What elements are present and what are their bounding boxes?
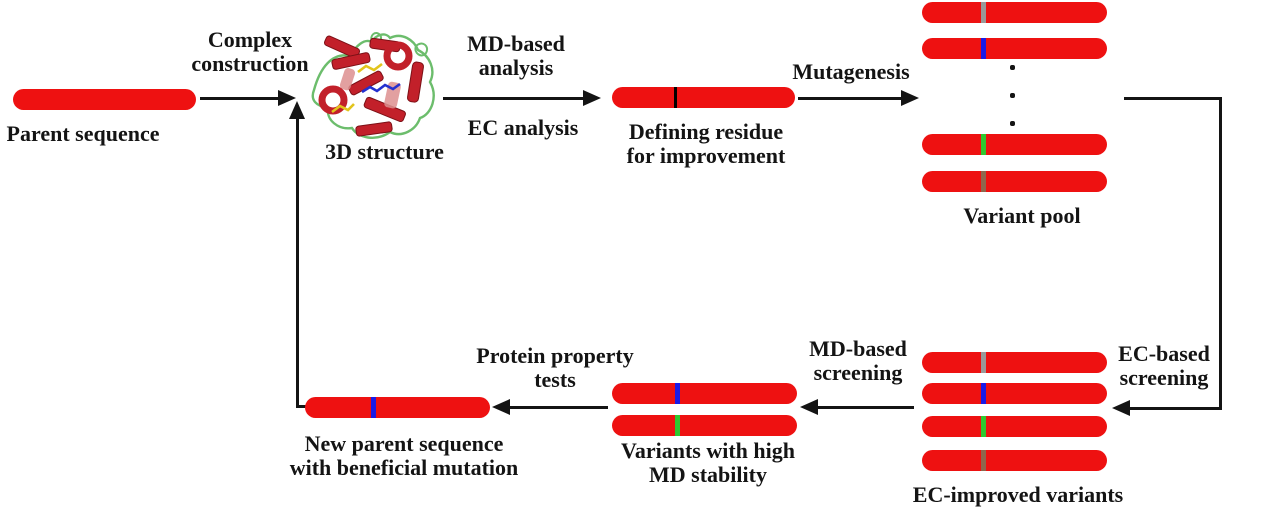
md-screening-line2: screening: [813, 360, 903, 385]
complex-construction-line2: construction: [191, 51, 309, 76]
ec-screening-line1: EC-based: [1118, 341, 1210, 366]
protein-3d-structure-image: [311, 32, 435, 139]
arrow-md-screening-line: [818, 406, 914, 409]
md-analysis-line2: analysis: [478, 55, 554, 80]
protein-helix: [407, 61, 424, 103]
mutation-stripe-green: [675, 415, 680, 436]
mutation-stripe-gray: [981, 352, 986, 373]
protein-disulfide-stick: [331, 103, 355, 114]
parent-sequence-bar: [13, 89, 196, 110]
md-stable-line1: Variants with high: [620, 438, 795, 463]
feedback-arrow-head: [289, 101, 305, 119]
loop-line-right: [1219, 97, 1222, 410]
arrow-mutagenesis-head: [901, 90, 919, 106]
arrow-mutagenesis-line: [798, 97, 901, 100]
arrow-property-tests-head: [492, 399, 510, 415]
parent-sequence-label: Parent sequence: [6, 121, 160, 146]
variant-pool-bar-4: [922, 171, 1107, 192]
feedback-arrow-elbow: [296, 405, 308, 408]
protein-loops: [311, 33, 435, 139]
mutation-stripe-blue: [371, 397, 376, 418]
mutation-stripe-brown: [981, 450, 986, 471]
mutation-stripe-green: [981, 416, 986, 437]
complex-construction-line1: Complex: [207, 27, 293, 52]
md-stable-bar-1: [612, 383, 797, 404]
property-tests-label: Protein property tests: [464, 344, 646, 392]
structure-3d-label: 3D structure: [325, 139, 444, 164]
arrow-ec-screening-head: [1112, 400, 1130, 416]
ec-improved-label: EC-improved variants: [912, 482, 1124, 507]
ec-improved-bar-2: [922, 383, 1107, 404]
loop-line-top: [1124, 97, 1222, 100]
defining-residue-line1: Defining residue: [628, 119, 784, 144]
arrow-analysis-line: [443, 97, 583, 100]
mutation-stripe-blue: [675, 383, 680, 404]
md-stable-line2: MD stability: [649, 462, 767, 487]
property-tests-line1: Protein property: [476, 343, 634, 368]
defining-residue-line2: for improvement: [626, 143, 786, 168]
complex-construction-label: Complex construction: [175, 28, 325, 76]
new-parent-bar: [305, 397, 490, 418]
variant-pool-label: Variant pool: [963, 203, 1081, 228]
protein-helix: [355, 121, 393, 137]
arrow-analysis-head: [583, 90, 601, 106]
mutation-stripe-blue: [981, 38, 986, 59]
variant-pool-ellipsis-dot: [1010, 121, 1015, 126]
protein-helix: [331, 52, 371, 70]
variant-pool-ellipsis-dot: [1010, 93, 1015, 98]
loop-line-bottom: [1130, 407, 1222, 410]
ec-analysis-label: EC analysis: [467, 115, 579, 140]
property-tests-line2: tests: [534, 367, 576, 392]
ec-screening-label: EC-based screening: [1106, 342, 1222, 390]
md-screening-label: MD-based screening: [793, 337, 923, 385]
mutagenesis-label: Mutagenesis: [792, 59, 910, 84]
mutation-stripe-brown: [981, 171, 986, 192]
md-stable-bar-2: [612, 415, 797, 436]
protein-ligand-stick: [361, 82, 401, 94]
arrow-property-tests-line: [510, 406, 608, 409]
arrow-complex-construction-line: [200, 97, 278, 100]
md-stable-label: Variants with high MD stability: [598, 439, 818, 487]
protein-disulfide-stick: [357, 62, 383, 74]
ec-screening-line2: screening: [1119, 365, 1209, 390]
defining-residue-label: Defining residue for improvement: [606, 120, 806, 168]
ec-improved-bar-4: [922, 450, 1107, 471]
new-parent-line2: with beneficial mutation: [289, 455, 519, 480]
md-analysis-label: MD-based analysis: [441, 32, 591, 80]
defining-residue-bar: [612, 87, 795, 108]
md-analysis-line1: MD-based: [467, 31, 565, 56]
variant-pool-bar-2: [922, 38, 1107, 59]
ec-improved-bar-3: [922, 416, 1107, 437]
new-parent-label: New parent sequence with beneficial muta…: [278, 432, 530, 480]
mutation-stripe-black: [674, 87, 677, 108]
md-screening-line1: MD-based: [809, 336, 907, 361]
arrow-md-screening-head: [800, 399, 818, 415]
protein-helix-ring: [383, 41, 413, 71]
protein-helix-back: [339, 68, 356, 91]
ec-improved-bar-1: [922, 352, 1107, 373]
variant-pool-bar-3: [922, 134, 1107, 155]
mutation-stripe-green: [981, 134, 986, 155]
feedback-arrow-line: [296, 119, 299, 408]
new-parent-line1: New parent sequence: [304, 431, 504, 456]
variant-pool-bar-1: [922, 2, 1107, 23]
protein-helix-back: [384, 81, 401, 109]
mutation-stripe-blue: [981, 383, 986, 404]
mutation-stripe-gray: [981, 2, 986, 23]
variant-pool-ellipsis-dot: [1010, 65, 1015, 70]
